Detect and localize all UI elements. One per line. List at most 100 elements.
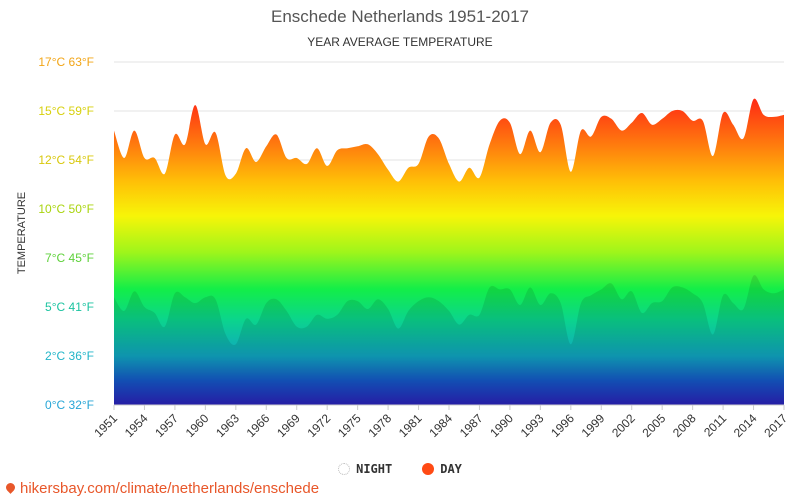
night-point[interactable]: [761, 287, 766, 292]
night-point[interactable]: [345, 299, 350, 304]
day-point[interactable]: [436, 136, 441, 141]
night-point[interactable]: [579, 301, 584, 306]
day-point[interactable]: [375, 152, 380, 157]
day-point[interactable]: [771, 114, 776, 119]
night-point[interactable]: [710, 332, 715, 337]
night-point[interactable]: [741, 307, 746, 312]
day-point[interactable]: [132, 128, 137, 133]
day-point[interactable]: [345, 146, 350, 151]
day-point[interactable]: [487, 142, 492, 147]
night-point[interactable]: [294, 324, 299, 329]
night-point[interactable]: [518, 303, 523, 308]
night-point[interactable]: [589, 293, 594, 298]
legend-item-night[interactable]: NIGHT: [338, 462, 392, 476]
day-point[interactable]: [355, 144, 360, 149]
night-point[interactable]: [447, 308, 452, 313]
day-point[interactable]: [396, 179, 401, 184]
night-point[interactable]: [244, 316, 249, 321]
day-point[interactable]: [335, 148, 340, 153]
day-point[interactable]: [538, 150, 543, 155]
day-point[interactable]: [325, 163, 330, 168]
day-point[interactable]: [741, 136, 746, 141]
day-point[interactable]: [619, 128, 624, 133]
day-point[interactable]: [203, 142, 208, 147]
night-point[interactable]: [162, 324, 167, 329]
day-point[interactable]: [548, 120, 553, 125]
day-point[interactable]: [254, 160, 259, 165]
night-point[interactable]: [609, 281, 614, 286]
day-point[interactable]: [457, 179, 462, 184]
day-point[interactable]: [193, 103, 198, 108]
night-point[interactable]: [507, 287, 512, 292]
day-point[interactable]: [670, 109, 675, 114]
night-point[interactable]: [487, 285, 492, 290]
night-point[interactable]: [233, 342, 238, 347]
night-point[interactable]: [315, 312, 320, 317]
day-point[interactable]: [223, 173, 228, 178]
day-point[interactable]: [447, 161, 452, 166]
day-point[interactable]: [477, 175, 482, 180]
night-point[interactable]: [497, 287, 502, 292]
day-point[interactable]: [213, 130, 218, 135]
day-point[interactable]: [416, 161, 421, 166]
night-point[interactable]: [782, 287, 787, 292]
night-point[interactable]: [629, 289, 634, 294]
night-point[interactable]: [670, 285, 675, 290]
day-point[interactable]: [507, 120, 512, 125]
night-point[interactable]: [335, 312, 340, 317]
night-point[interactable]: [406, 308, 411, 313]
night-point[interactable]: [558, 301, 563, 306]
night-point[interactable]: [650, 301, 655, 306]
day-point[interactable]: [152, 156, 157, 161]
night-point[interactable]: [132, 289, 137, 294]
night-point[interactable]: [751, 273, 756, 278]
day-point[interactable]: [609, 116, 614, 121]
night-point[interactable]: [375, 297, 380, 302]
night-point[interactable]: [355, 299, 360, 304]
day-point[interactable]: [467, 165, 472, 170]
day-point[interactable]: [731, 122, 736, 127]
night-point[interactable]: [223, 332, 228, 337]
night-point[interactable]: [700, 301, 705, 306]
day-point[interactable]: [680, 109, 685, 114]
night-point[interactable]: [426, 295, 431, 300]
night-point[interactable]: [152, 310, 157, 315]
day-point[interactable]: [589, 134, 594, 139]
day-point[interactable]: [142, 156, 147, 161]
night-point[interactable]: [365, 307, 370, 312]
night-point[interactable]: [599, 287, 604, 292]
day-point[interactable]: [233, 171, 238, 176]
day-point[interactable]: [112, 128, 117, 133]
night-point[interactable]: [690, 291, 695, 296]
night-point[interactable]: [568, 342, 573, 347]
day-point[interactable]: [579, 128, 584, 133]
night-point[interactable]: [304, 324, 309, 329]
day-point[interactable]: [751, 97, 756, 102]
day-point[interactable]: [386, 167, 391, 172]
night-point[interactable]: [457, 322, 462, 327]
day-point[interactable]: [700, 118, 705, 123]
night-point[interactable]: [639, 310, 644, 315]
night-point[interactable]: [172, 291, 177, 296]
day-point[interactable]: [518, 152, 523, 157]
day-point[interactable]: [294, 156, 299, 161]
night-point[interactable]: [203, 295, 208, 300]
night-point[interactable]: [771, 291, 776, 296]
day-point[interactable]: [162, 171, 167, 176]
day-point[interactable]: [690, 118, 695, 123]
day-point[interactable]: [426, 134, 431, 139]
night-point[interactable]: [721, 293, 726, 298]
day-point[interactable]: [274, 132, 279, 137]
night-point[interactable]: [538, 303, 543, 308]
night-point[interactable]: [264, 301, 269, 306]
day-point[interactable]: [497, 118, 502, 123]
night-point[interactable]: [467, 312, 472, 317]
day-point[interactable]: [782, 112, 787, 117]
night-point[interactable]: [619, 297, 624, 302]
night-point[interactable]: [122, 308, 127, 313]
source-link[interactable]: hikersbay.com/climate/netherlands/ensche…: [4, 480, 319, 497]
night-point[interactable]: [142, 305, 147, 310]
night-point[interactable]: [396, 326, 401, 331]
day-point[interactable]: [558, 122, 563, 127]
night-point[interactable]: [325, 316, 330, 321]
